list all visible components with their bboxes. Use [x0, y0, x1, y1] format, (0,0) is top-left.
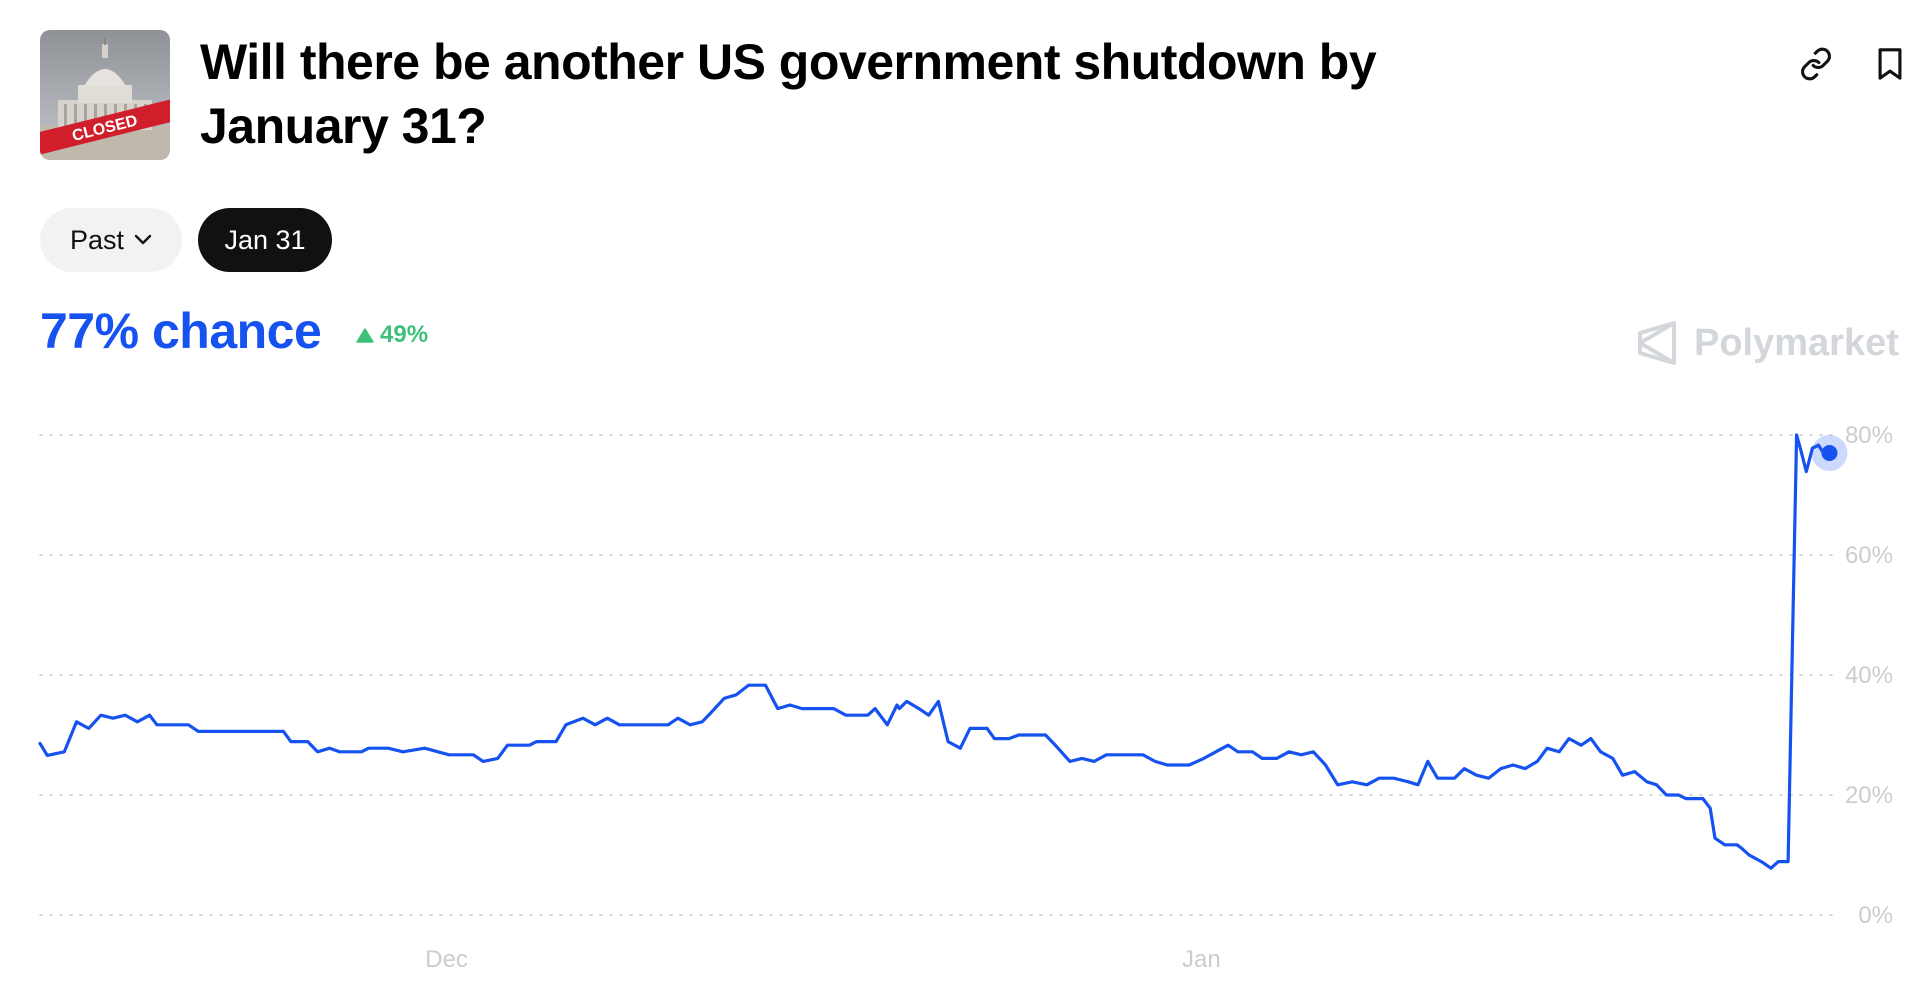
chevron-down-icon — [134, 234, 152, 245]
polymarket-logo-icon — [1638, 321, 1676, 365]
brand-name: Polymarket — [1694, 321, 1899, 364]
market-thumbnail: CLOSED — [40, 30, 170, 160]
past-label: Past — [69, 224, 125, 255]
past-dropdown[interactable]: Past — [40, 208, 182, 272]
y-tick-label: 80% — [1845, 422, 1893, 449]
link-icon — [1801, 47, 1831, 81]
copy-link-button[interactable] — [1792, 40, 1840, 88]
current-point — [1821, 445, 1838, 461]
market-title: Will there be another US government shut… — [200, 34, 1377, 154]
change-indicator: 49% — [356, 321, 428, 349]
price-chart: 0% 20% 40% 60% 80% Dec Jan — [38, 422, 1893, 973]
polymarket-watermark: Polymarket — [1636, 320, 1899, 366]
y-tick-label: 60% — [1845, 542, 1893, 569]
capitol-closed-image: CLOSED — [40, 30, 170, 160]
change-value: 49% — [380, 321, 429, 348]
y-tick-label: 20% — [1845, 782, 1893, 809]
series-line — [38, 433, 1832, 870]
bookmark-icon — [1878, 48, 1902, 80]
date-tab-label: Jan 31 — [224, 224, 306, 255]
bookmark-button[interactable] — [1866, 40, 1914, 88]
triangle-up-icon — [356, 327, 374, 343]
chance-value: 77% chance — [40, 303, 322, 359]
x-tick-label: Jan — [1182, 946, 1221, 973]
y-tick-label: 40% — [1845, 662, 1893, 689]
y-tick-label: 0% — [1858, 902, 1893, 929]
date-tab-jan-31[interactable]: Jan 31 — [198, 208, 332, 272]
x-tick-label: Dec — [425, 946, 468, 973]
